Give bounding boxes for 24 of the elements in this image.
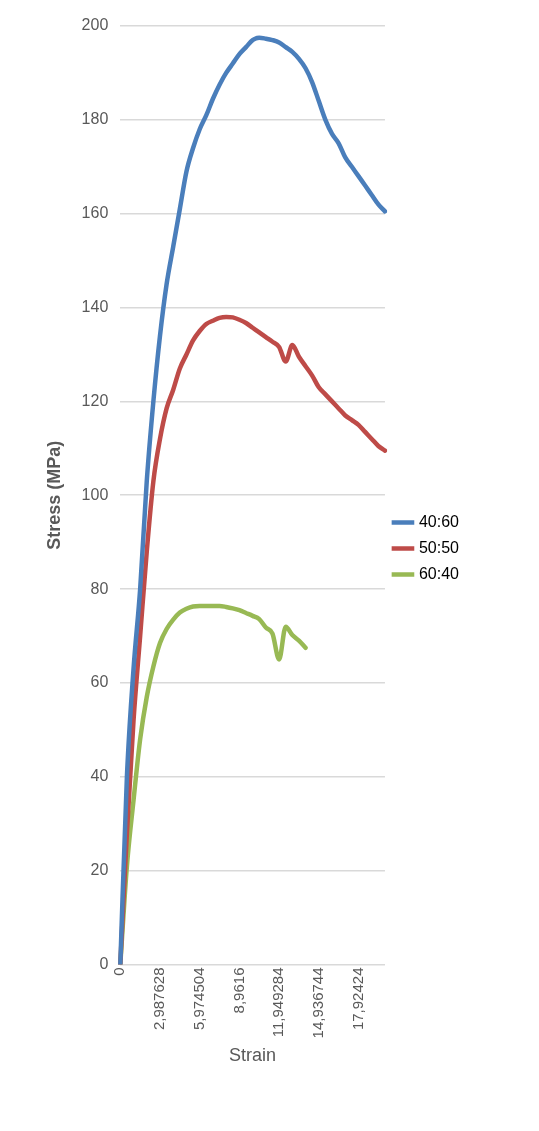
x-tick-label: 2,987628 (150, 967, 168, 1031)
x-tick-label: 5,974504 (189, 967, 207, 1031)
legend-label: 60:40 (418, 564, 460, 582)
y-tick-label: 0 (99, 954, 109, 972)
legend-label: 50:50 (418, 538, 460, 556)
y-tick-label: 60 (90, 673, 109, 691)
y-tick-label: 40 (90, 767, 109, 785)
y-tick-label: 100 (81, 485, 109, 503)
line-series (118, 35, 388, 965)
y-axis-title: Stress (MPa) (43, 440, 64, 550)
y-tick-label: 120 (81, 391, 109, 409)
x-tick-label: 8,9616 (229, 967, 247, 1014)
x-tick-label: 17,92424 (348, 967, 366, 1031)
x-tick-label: 14,936744 (308, 967, 326, 1039)
y-tick-label: 80 (90, 579, 109, 597)
x-tick-label: 11,949284 (269, 967, 287, 1038)
y-tick-label: 140 (81, 297, 109, 315)
legend-label: 40:60 (418, 512, 460, 530)
y-tick-label: 20 (90, 861, 109, 879)
y-tick-label: 180 (81, 110, 109, 128)
y-tick-label: 160 (81, 204, 109, 222)
x-axis-title: Strain (229, 1045, 277, 1066)
y-tick-label: 200 (81, 16, 109, 34)
x-tick-label: 0 (110, 967, 128, 976)
